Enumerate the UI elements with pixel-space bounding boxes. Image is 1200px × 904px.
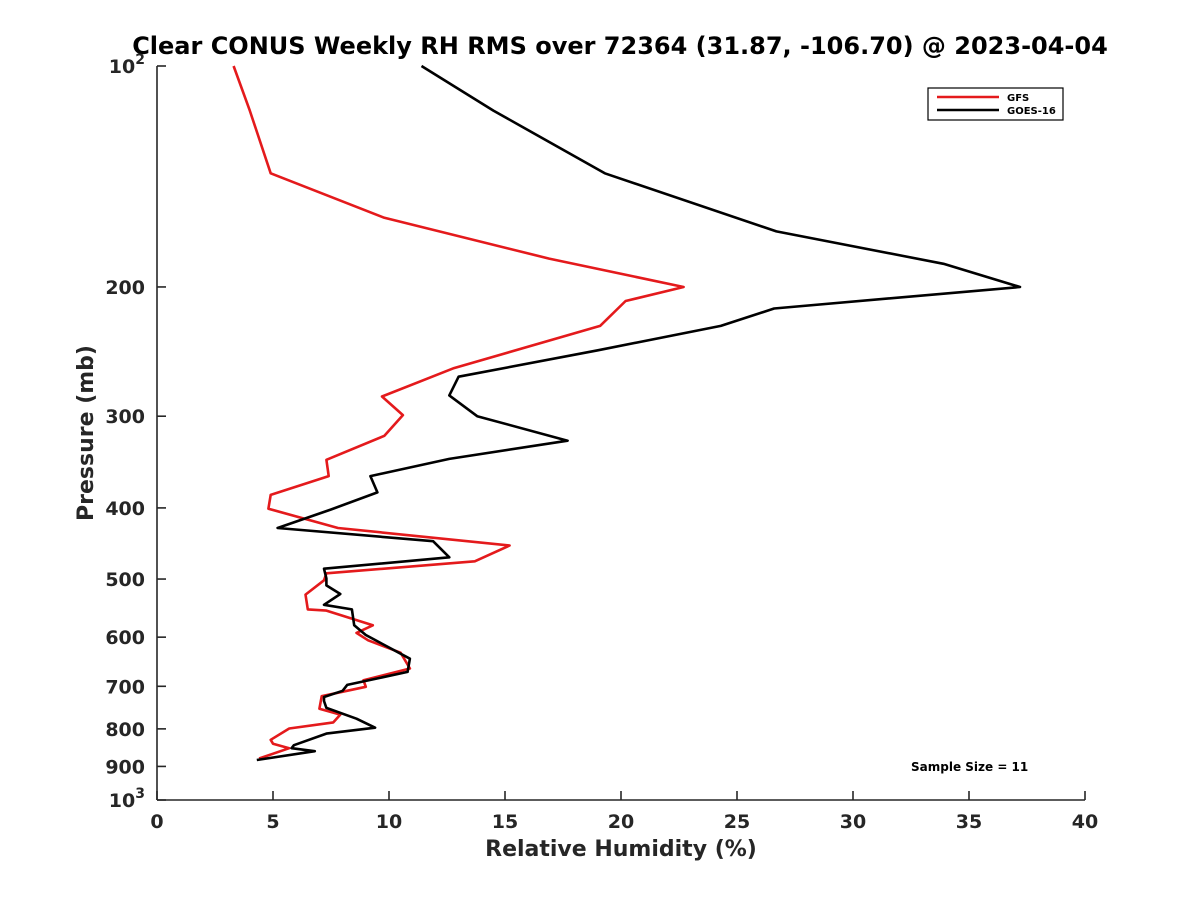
x-tick-label: 15	[492, 811, 518, 833]
x-tick-label: 35	[956, 811, 982, 833]
y-axis-label: Pressure (mb)	[74, 345, 99, 521]
y-tick-label: 900	[105, 756, 145, 778]
x-axis-label: Relative Humidity (%)	[485, 837, 757, 862]
x-tick-label: 10	[376, 811, 402, 833]
y-tick-label: 500	[105, 569, 145, 591]
x-tick-label: 5	[266, 811, 279, 833]
legend: GFS GOES-16	[927, 87, 1064, 121]
y-tick-label: 700	[105, 676, 145, 698]
y-tick-label: 300	[105, 406, 145, 428]
y-tick-label: 400	[105, 498, 145, 520]
x-tick-label: 20	[608, 811, 634, 833]
x-ticks: 0 5 10 15 20 25 30 35 40	[150, 791, 1098, 833]
sample-size-annotation: Sample Size = 11	[911, 760, 1028, 774]
legend-box	[927, 87, 1064, 121]
y-tick-label: 600	[105, 627, 145, 649]
plot-area: 0 5 10 15 20 25 30 35 40 10220030040050060070080…	[105, 52, 1098, 833]
x-tick-label: 25	[724, 811, 750, 833]
y-tick-label: 200	[105, 277, 145, 299]
legend-label-gfs: GFS	[1007, 93, 1029, 104]
x-tick-label: 0	[150, 811, 163, 833]
series-layer	[232, 64, 1022, 762]
series-line-goes16	[256, 64, 1022, 762]
y-tick-label: 800	[105, 719, 145, 741]
x-tick-label: 30	[840, 811, 866, 833]
x-tick-label: 40	[1072, 811, 1098, 833]
legend-label-goes16: GOES-16	[1007, 106, 1056, 117]
chart-title: Clear CONUS Weekly RH RMS over 72364 (31…	[132, 32, 1108, 60]
